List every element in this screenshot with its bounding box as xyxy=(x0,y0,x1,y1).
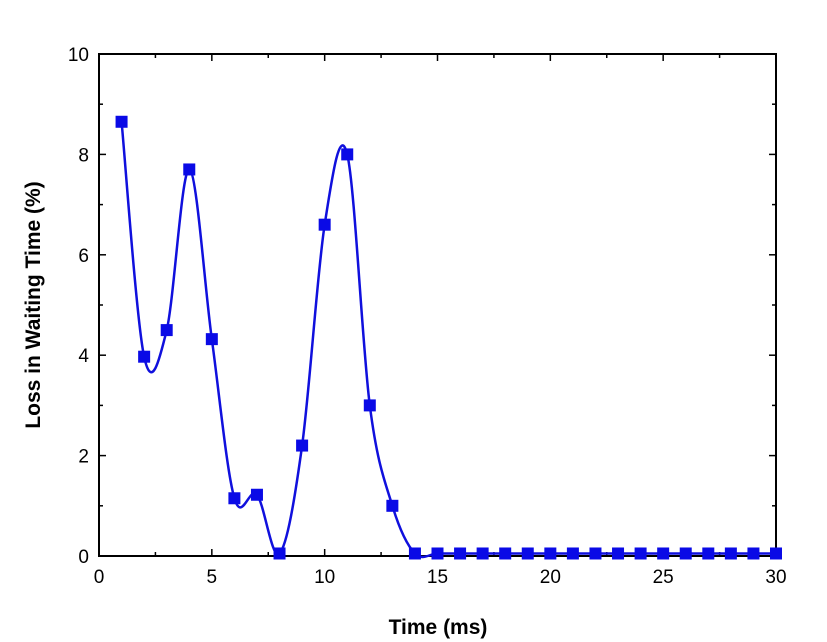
data-point-marker xyxy=(770,547,782,560)
data-point-marker xyxy=(386,499,399,512)
data-point-marker xyxy=(499,547,512,560)
data-point-marker xyxy=(183,163,196,176)
data-point-marker xyxy=(747,547,760,560)
data-point-marker xyxy=(566,547,579,560)
y-tick-label: 0 xyxy=(78,547,89,568)
x-tick-label: 0 xyxy=(94,567,105,588)
data-point-marker xyxy=(589,547,602,560)
plot-area xyxy=(115,115,782,560)
data-point-marker xyxy=(431,547,444,560)
data-point-marker xyxy=(657,547,670,560)
data-point-marker xyxy=(138,350,151,363)
y-tick-label: 6 xyxy=(78,246,89,267)
data-point-marker xyxy=(318,218,331,231)
data-point-marker xyxy=(612,547,625,560)
data-point-marker xyxy=(250,488,263,501)
data-point-marker xyxy=(160,324,173,337)
data-point-marker xyxy=(273,547,286,560)
data-point-marker xyxy=(724,547,737,560)
data-point-marker xyxy=(544,547,557,560)
data-point-marker xyxy=(702,547,715,560)
axes xyxy=(98,53,777,557)
data-point-marker xyxy=(408,547,421,560)
data-point-marker xyxy=(679,547,692,560)
series-line xyxy=(120,121,776,559)
data-point-marker xyxy=(205,333,218,346)
data-point-marker xyxy=(454,547,467,560)
data-point-marker xyxy=(296,439,309,452)
x-tick-label: 30 xyxy=(765,567,786,588)
data-point-marker xyxy=(341,148,354,161)
x-axis-title: Time (ms) xyxy=(389,616,488,639)
plot-frame xyxy=(98,53,777,557)
y-tick-label: 2 xyxy=(78,447,89,468)
y-tick-label: 10 xyxy=(68,45,89,66)
data-point-marker xyxy=(115,115,128,128)
data-point-marker xyxy=(476,547,489,560)
ticks: 0 5 10 15 20 25 30 0 2 4 6 8 10 xyxy=(68,45,787,588)
x-tick-label: 20 xyxy=(540,567,561,588)
x-tick-label: 5 xyxy=(207,567,218,588)
data-point-marker xyxy=(363,399,376,412)
y-axis-title: Loss in Waiting Time (%) xyxy=(22,181,45,428)
x-tick-label: 15 xyxy=(427,567,448,588)
y-tick-label: 8 xyxy=(78,145,89,166)
y-tick-label: 4 xyxy=(78,346,89,367)
data-point-marker xyxy=(521,547,534,560)
data-point-marker xyxy=(634,547,647,560)
data-point-marker xyxy=(228,492,241,505)
x-tick-label: 10 xyxy=(314,567,335,588)
x-tick-label: 25 xyxy=(653,567,674,588)
